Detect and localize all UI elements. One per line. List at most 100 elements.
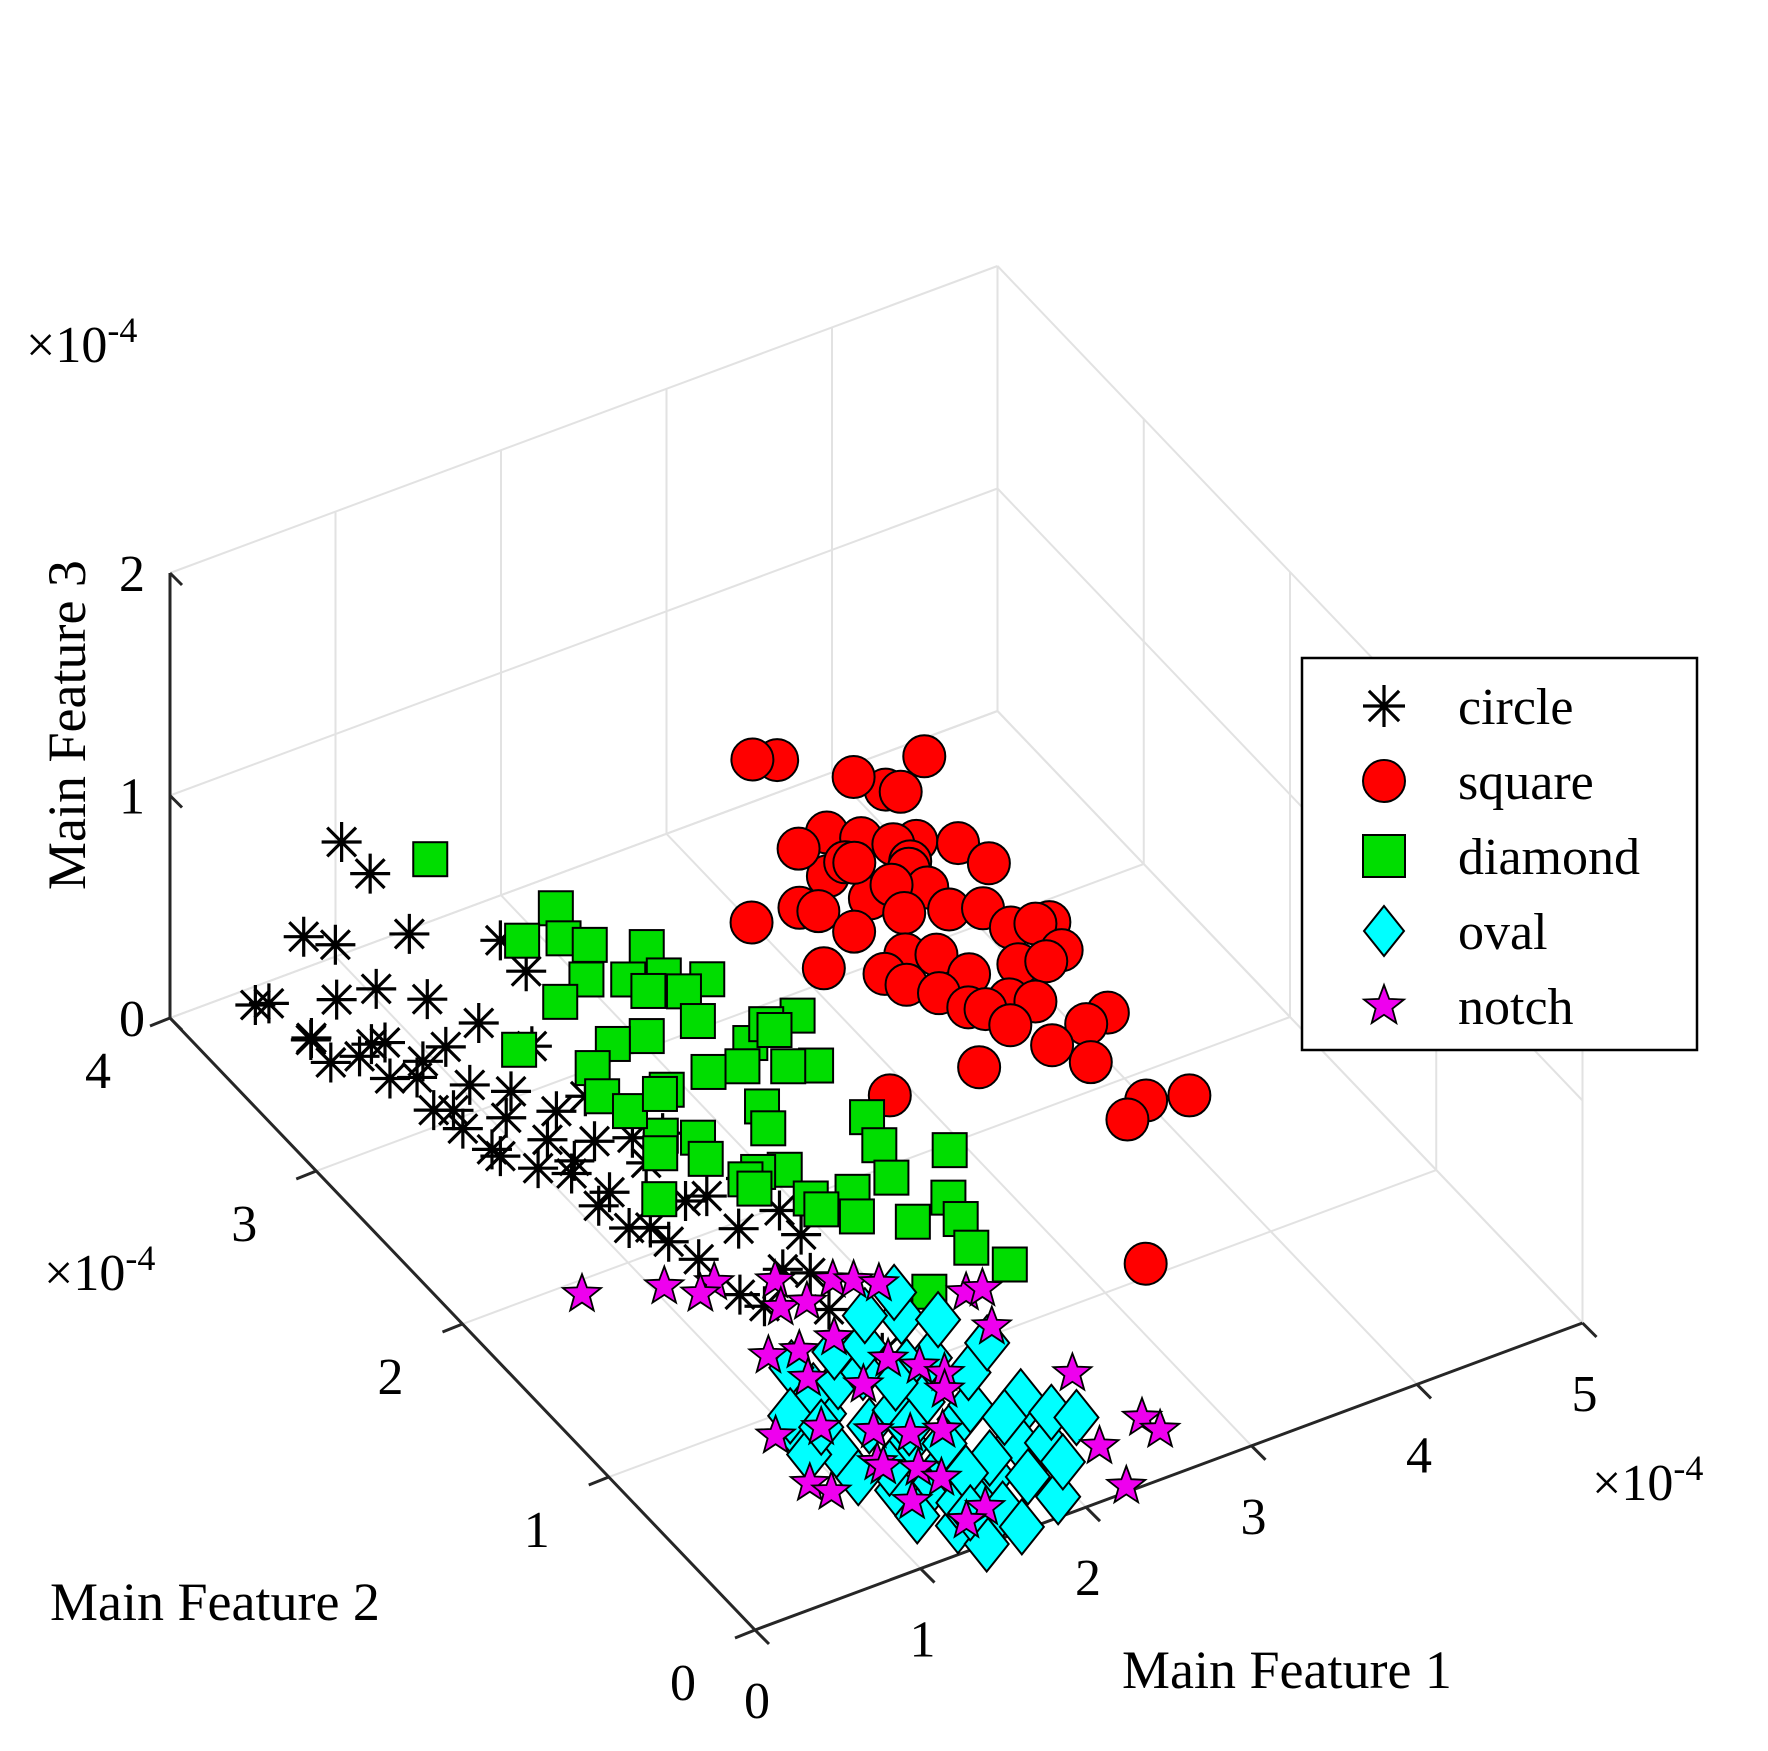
diamond-point	[628, 1018, 665, 1055]
diamond-point	[861, 1127, 898, 1164]
notch-point	[1120, 1395, 1164, 1437]
diamond-point	[838, 1198, 875, 1235]
grid-line	[169, 265, 998, 574]
square-point	[832, 840, 877, 885]
z-tick-mark	[168, 1016, 184, 1032]
notch-point	[832, 1257, 876, 1299]
z-tick-mark	[168, 794, 184, 809]
diamond-point	[991, 1246, 1028, 1283]
circle-point	[369, 1058, 410, 1099]
notch-point	[1050, 1350, 1094, 1392]
grid-line	[169, 487, 998, 797]
y-tick-mark	[149, 1016, 171, 1028]
y-exponent: ×10-4	[44, 1238, 155, 1302]
notch-point	[963, 1484, 1007, 1526]
x-tick-label: 1	[910, 1612, 936, 1669]
y-tick-label: 1	[524, 1502, 550, 1559]
circle-point	[686, 1176, 727, 1217]
oval-point	[841, 1286, 889, 1345]
circle-point	[781, 1214, 822, 1255]
square-point	[1068, 1040, 1113, 1085]
z-exponent: ×10-4	[26, 310, 137, 374]
notch-point	[642, 1263, 686, 1305]
square-point	[776, 826, 821, 871]
circle-point	[480, 920, 521, 961]
z-tick-label: 0	[119, 991, 145, 1048]
x-tick-label: 4	[1406, 1427, 1432, 1484]
circle-point	[389, 913, 430, 954]
square-point	[1105, 1097, 1150, 1142]
circle-point	[790, 1252, 831, 1293]
x-axis-line	[754, 1321, 1584, 1632]
y-tick-mark	[588, 1475, 610, 1487]
circle-point	[364, 1022, 405, 1063]
circle-point	[678, 1239, 719, 1280]
diamond-point	[931, 1132, 968, 1169]
circle-point	[551, 1153, 592, 1194]
square-point	[966, 841, 1011, 886]
square-point	[902, 734, 947, 779]
x-tick-mark	[1084, 1506, 1102, 1523]
square-point	[729, 900, 774, 945]
x-tick-mark	[1250, 1444, 1267, 1461]
y-tick-label: 3	[231, 1196, 257, 1253]
circle-point	[648, 1221, 689, 1262]
square-point	[882, 891, 927, 936]
diamond-point	[501, 1031, 538, 1068]
square-point	[796, 889, 841, 934]
square-point	[832, 909, 877, 954]
notch-point	[754, 1413, 798, 1455]
x-axis-label: Main Feature 1	[1122, 1640, 1452, 1700]
circle-point	[578, 1185, 619, 1226]
diamond-point	[953, 1229, 990, 1266]
square-point	[1123, 1241, 1168, 1286]
notch-point	[777, 1327, 821, 1369]
diamond-point	[679, 1003, 716, 1040]
diamond-point	[542, 983, 579, 1020]
circle-point	[486, 1097, 527, 1138]
notch-point	[812, 1314, 856, 1356]
oval-point	[1053, 1388, 1100, 1447]
circle-point	[612, 1117, 653, 1158]
circle-point	[490, 1071, 531, 1112]
legend-label-oval: oval	[1458, 904, 1548, 961]
diamond-point	[642, 1135, 679, 1172]
square-point	[730, 737, 775, 782]
legend-marker-diamond	[1362, 834, 1406, 878]
y-tick-label: 2	[378, 1349, 404, 1406]
series-diamond	[412, 841, 1028, 1310]
legend-marker-circle	[1363, 685, 1405, 727]
diamond-point	[537, 890, 574, 927]
notch-point	[896, 1445, 940, 1487]
diamond-point	[724, 1048, 761, 1085]
y-tick-label: 4	[85, 1043, 111, 1100]
z-tick-mark	[168, 571, 184, 587]
circle-point	[759, 1190, 800, 1231]
circle-point	[589, 1172, 630, 1213]
series-circle	[235, 822, 903, 1373]
x-tick-mark	[919, 1567, 936, 1584]
oval-point	[947, 1375, 994, 1435]
oval-point	[914, 1290, 962, 1349]
circle-point	[480, 1136, 521, 1177]
oval-point	[1004, 1447, 1052, 1507]
diamond-point	[736, 1170, 773, 1207]
notch-point	[923, 1367, 967, 1408]
y-axis-label: Main Feature 2	[50, 1572, 380, 1632]
data-points	[235, 734, 1212, 1574]
legend-label-circle: circle	[1458, 679, 1573, 736]
notch-point	[857, 1260, 901, 1302]
notch-point	[1078, 1423, 1121, 1465]
circle-point	[321, 822, 362, 863]
notch-point	[560, 1271, 604, 1313]
diamond-point	[873, 1159, 910, 1196]
square-point	[831, 754, 876, 799]
notch-point	[809, 1469, 853, 1511]
circle-point	[283, 916, 324, 957]
oval-point	[981, 1388, 1028, 1447]
notch-point	[678, 1271, 722, 1313]
circle-point	[310, 1042, 351, 1083]
notch-point	[970, 1304, 1014, 1345]
diamond-point	[894, 1203, 931, 1240]
x-exponent: ×10-4	[1592, 1448, 1703, 1512]
